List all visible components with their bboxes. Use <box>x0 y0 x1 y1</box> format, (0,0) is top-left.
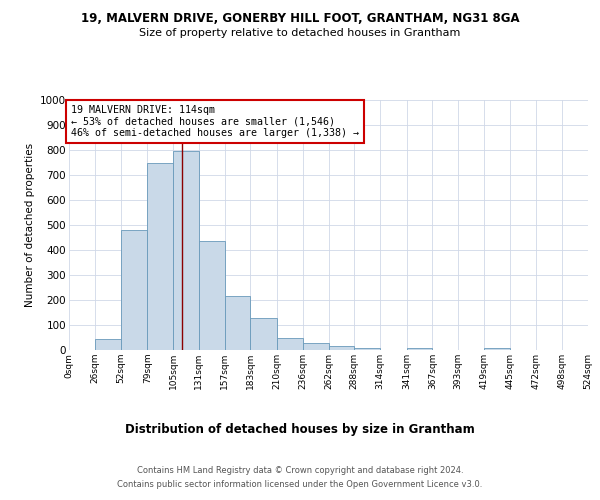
Bar <box>484 348 510 350</box>
Bar <box>224 296 250 350</box>
Text: Size of property relative to detached houses in Grantham: Size of property relative to detached ho… <box>139 28 461 38</box>
Text: Contains HM Land Registry data © Crown copyright and database right 2024.: Contains HM Land Registry data © Crown c… <box>137 466 463 475</box>
Bar <box>147 162 173 350</box>
Bar <box>329 346 354 350</box>
Text: 19, MALVERN DRIVE, GONERBY HILL FOOT, GRANTHAM, NG31 8GA: 19, MALVERN DRIVE, GONERBY HILL FOOT, GR… <box>80 12 520 26</box>
Bar <box>173 151 199 350</box>
Bar <box>95 339 121 350</box>
Y-axis label: Number of detached properties: Number of detached properties <box>25 143 35 307</box>
Text: Contains public sector information licensed under the Open Government Licence v3: Contains public sector information licen… <box>118 480 482 489</box>
Bar <box>199 242 224 350</box>
Bar <box>250 318 277 350</box>
Text: 19 MALVERN DRIVE: 114sqm
← 53% of detached houses are smaller (1,546)
46% of sem: 19 MALVERN DRIVE: 114sqm ← 53% of detach… <box>71 105 359 138</box>
Text: Distribution of detached houses by size in Grantham: Distribution of detached houses by size … <box>125 422 475 436</box>
Bar <box>121 230 147 350</box>
Bar <box>407 348 433 350</box>
Bar <box>277 338 303 350</box>
Bar <box>303 343 329 350</box>
Bar <box>354 348 380 350</box>
